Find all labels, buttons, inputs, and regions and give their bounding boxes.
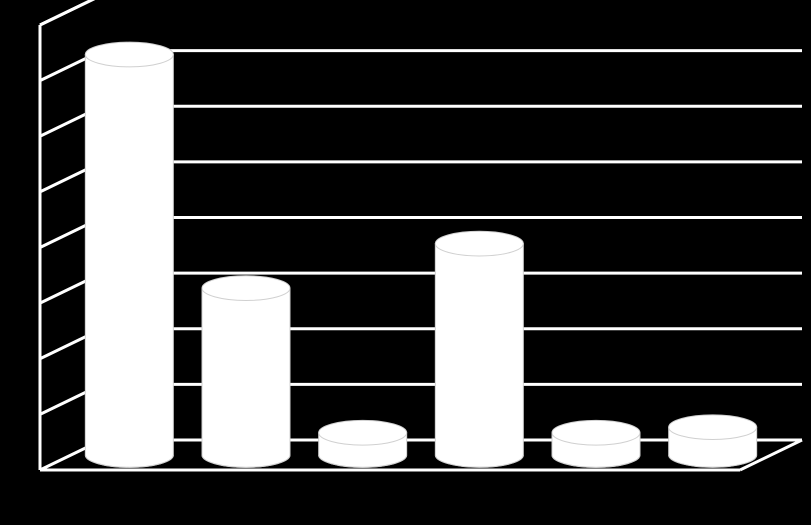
bar-C [319,420,407,467]
bar-B [202,276,290,468]
bar-E [552,420,640,467]
bar-D [435,231,523,467]
cylinder-bar-chart [0,0,811,525]
bar-F [669,415,757,467]
bar-A [85,42,173,467]
chart-svg [0,0,811,525]
